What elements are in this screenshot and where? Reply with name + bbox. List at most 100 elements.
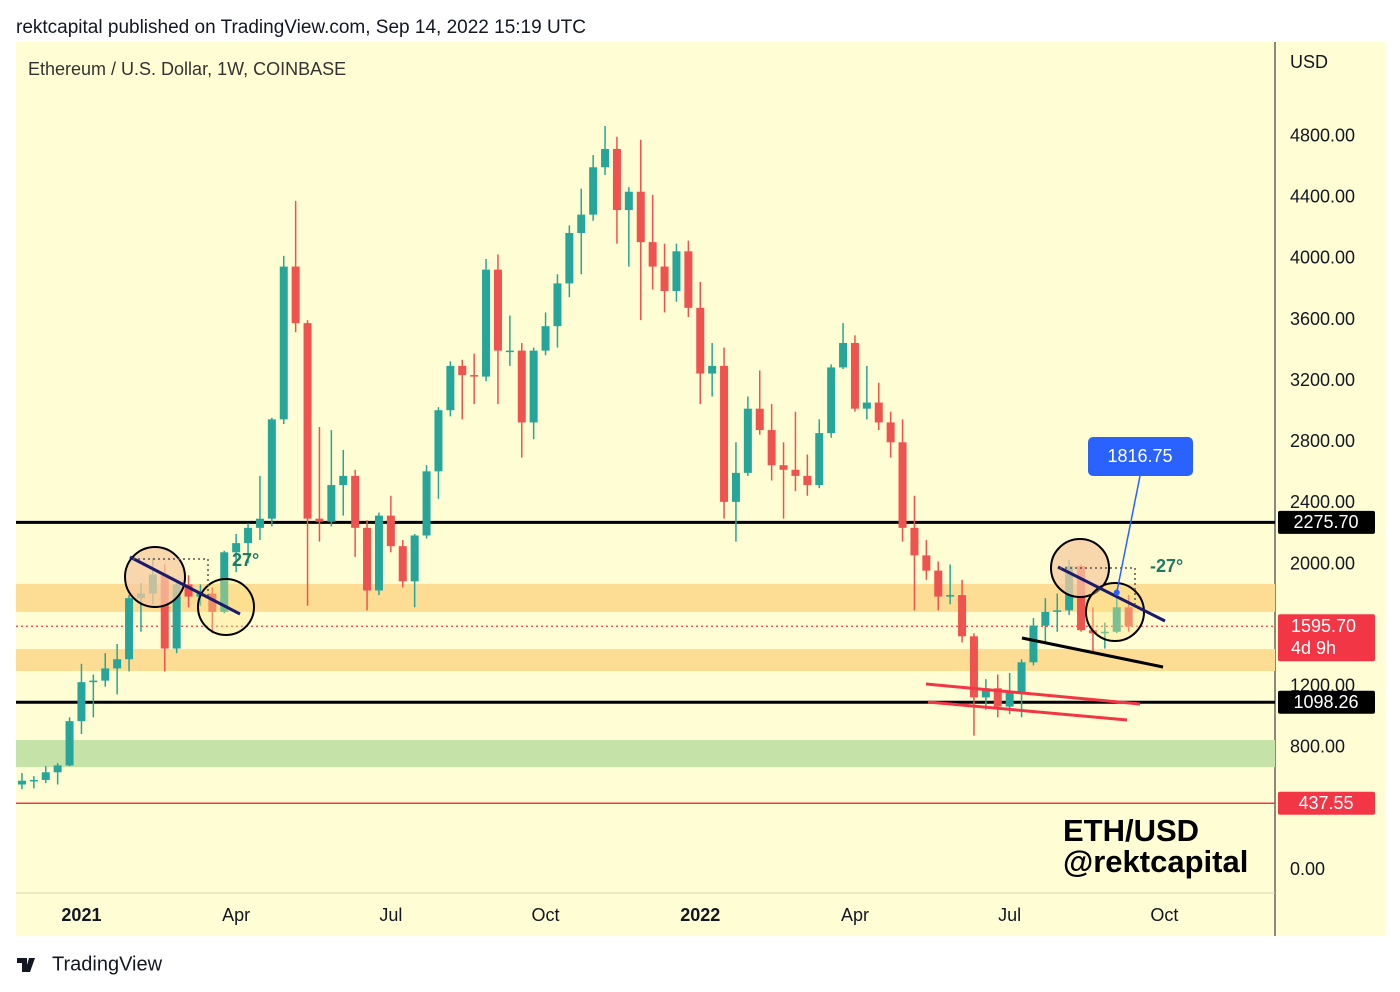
level-tag: [1278, 690, 1375, 714]
candle-body: [208, 593, 217, 612]
x-tick-label: Apr: [222, 905, 250, 925]
callout-box: [1088, 437, 1193, 476]
candle-body: [374, 515, 383, 591]
candle-body: [529, 350, 538, 423]
candle-body: [720, 365, 729, 502]
price-axis-background: [1275, 42, 1385, 893]
candle-body: [577, 214, 586, 233]
y-tick-label: 2400.00: [1290, 492, 1355, 512]
countdown-label: 4d 9h: [1291, 638, 1336, 658]
candle-body: [862, 402, 871, 409]
candle-body: [731, 472, 740, 502]
candle-body: [1100, 631, 1109, 634]
candle-body: [386, 515, 395, 547]
candle-body: [934, 570, 943, 597]
candle-body: [565, 232, 574, 284]
candle-body: [636, 191, 645, 243]
trend-line: [129, 555, 241, 616]
x-tick-label: Jul: [379, 905, 402, 925]
y-tick-label: 0.00: [1290, 859, 1325, 879]
candle-body: [291, 266, 300, 324]
candle-body: [850, 342, 859, 409]
candle-body: [922, 555, 931, 571]
y-tick-label: 3600.00: [1290, 309, 1355, 329]
candle-body: [624, 191, 633, 211]
candle-body: [553, 283, 562, 327]
y-tick-label: 3200.00: [1290, 370, 1355, 390]
candle-body: [708, 365, 717, 374]
x-tick-label: Oct: [532, 905, 560, 925]
candle-body: [1077, 566, 1086, 631]
y-tick-label: 2800.00: [1290, 431, 1355, 451]
candle-body: [65, 721, 74, 766]
candle-body: [1029, 625, 1038, 663]
price-zone: [16, 649, 1275, 672]
x-tick-label: Apr: [841, 905, 869, 925]
candle-body: [125, 598, 134, 660]
time-axis-background: [16, 893, 1385, 936]
trend-line: [1021, 636, 1164, 669]
candle-body: [672, 251, 681, 292]
candles: [17, 126, 1133, 790]
candle-body: [874, 402, 883, 423]
candle-body: [1005, 692, 1014, 707]
x-tick-label: Jul: [998, 905, 1021, 925]
level-tag-label: 2275.70: [1293, 512, 1358, 532]
angle-label: 27°: [232, 550, 259, 570]
y-tick-label: 1200.00: [1290, 675, 1355, 695]
x-tick-label: Oct: [1150, 905, 1178, 925]
trend-line: [1057, 565, 1166, 623]
candle-body: [422, 471, 431, 536]
candle-body: [839, 342, 848, 368]
trend-line: [927, 700, 1128, 722]
candle-body: [981, 688, 990, 698]
candle-body: [101, 668, 110, 681]
candle-body: [315, 518, 324, 522]
candle-body: [779, 465, 788, 470]
logo-mark: [17, 958, 35, 972]
level-tag-label: 1098.26: [1293, 692, 1358, 712]
candle-body: [517, 350, 526, 423]
candle-body: [232, 543, 241, 553]
candle-body: [767, 430, 776, 466]
candle-body: [470, 375, 479, 377]
candle-body: [255, 518, 264, 528]
candle-body: [482, 269, 491, 377]
candle-body: [17, 780, 26, 785]
candle-body: [815, 433, 824, 486]
callout-anchor: [1113, 589, 1120, 596]
candle-body: [910, 527, 919, 556]
y-tick-label: 4000.00: [1290, 248, 1355, 268]
candle-body: [886, 422, 895, 443]
candle-body: [791, 469, 800, 476]
candle-body: [1124, 607, 1133, 627]
candle-body: [410, 535, 419, 582]
candle-body: [743, 408, 752, 473]
axis-label-background: [1282, 46, 1362, 74]
candle-body: [398, 546, 407, 582]
last-price-label: 1595.70: [1291, 616, 1356, 636]
candle-body: [684, 251, 693, 308]
watermark-line: ETH/USD: [1063, 813, 1199, 848]
y-tick-label: 4800.00: [1290, 125, 1355, 145]
last-price-tag: [1278, 614, 1375, 662]
candle-body: [351, 475, 360, 528]
trend-line: [925, 682, 1141, 706]
candle-body: [184, 584, 193, 597]
candle-body: [244, 527, 253, 544]
candle-body: [220, 552, 229, 612]
candle-body: [89, 680, 98, 683]
circle-drawing: [124, 546, 186, 608]
candle-body: [53, 765, 62, 773]
candle-body: [29, 779, 38, 782]
candle-body: [363, 527, 372, 591]
angle-guide: [1060, 567, 1136, 604]
candle-body: [267, 419, 276, 519]
price-zone: [16, 740, 1275, 768]
candle-body: [803, 475, 812, 486]
candle-body: [505, 350, 514, 353]
publish-header: rektcapital published on TradingView.com…: [16, 17, 586, 38]
candle-body: [327, 485, 336, 522]
